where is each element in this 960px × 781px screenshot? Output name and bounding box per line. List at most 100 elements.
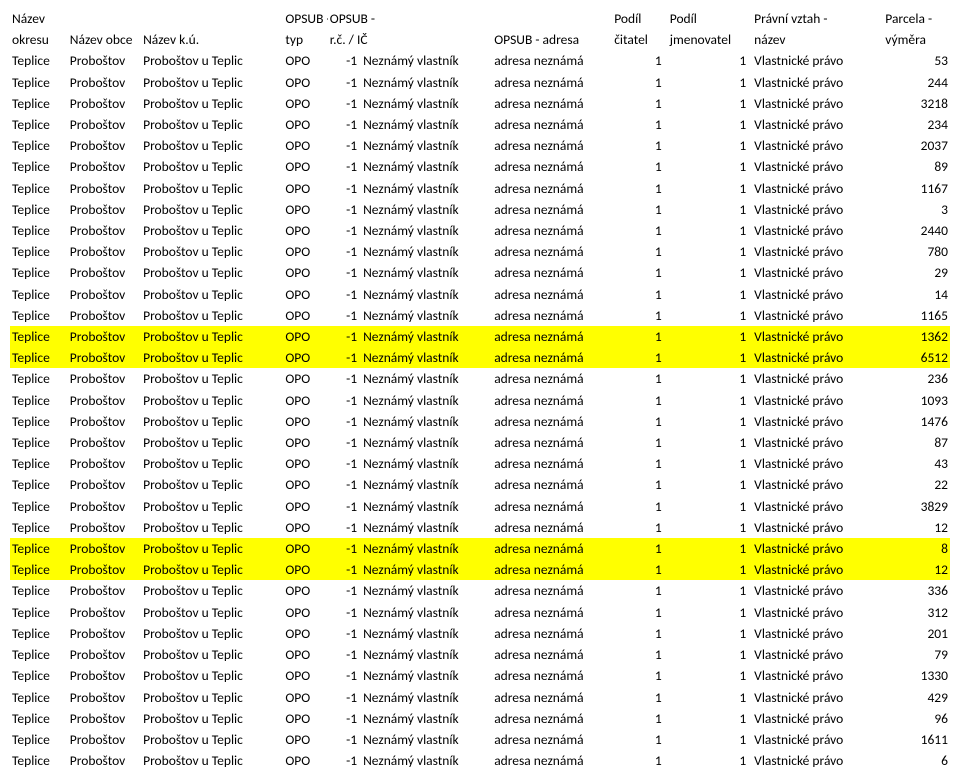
- cell-nazev: Neznámý vlastník: [361, 665, 492, 686]
- cell-nazev: Neznámý vlastník: [361, 72, 492, 93]
- cell-adresa: adresa neznámá: [492, 750, 612, 771]
- cell-jmenovatel: 1: [668, 50, 752, 71]
- cell-citatel: 1: [612, 326, 668, 347]
- hdr-cit-1: Podíl: [612, 8, 668, 29]
- cell-ku: Proboštov u Teplic: [141, 411, 283, 432]
- table-body: TepliceProboštovProboštov u TeplicOPO-1N…: [10, 50, 950, 771]
- cell-rc: -1: [328, 135, 361, 156]
- table-row: TepliceProboštovProboštov u TeplicOPO-1N…: [10, 347, 950, 368]
- hdr-ku-1: [141, 8, 283, 29]
- cell-vztah: Vlastnické právo: [752, 538, 883, 559]
- cell-rc: -1: [328, 93, 361, 114]
- hdr-vztah-1: Právní vztah -: [752, 8, 883, 29]
- cell-vztah: Vlastnické právo: [752, 93, 883, 114]
- table-row: TepliceProboštovProboštov u TeplicOPO-1N…: [10, 305, 950, 326]
- cell-vztah: Vlastnické právo: [752, 665, 883, 686]
- cell-ku: Proboštov u Teplic: [141, 326, 283, 347]
- cell-citatel: 1: [612, 750, 668, 771]
- cell-citatel: 1: [612, 517, 668, 538]
- cell-nazev: Neznámý vlastník: [361, 453, 492, 474]
- cell-jmenovatel: 1: [668, 390, 752, 411]
- cell-jmenovatel: 1: [668, 114, 752, 135]
- cell-rc: -1: [328, 432, 361, 453]
- cell-nazev: Neznámý vlastník: [361, 220, 492, 241]
- cell-vymera: 3218: [883, 93, 950, 114]
- cell-adresa: adresa neznámá: [492, 220, 612, 241]
- header-row-2: okresu Název obce Název k.ú. typ r.č. / …: [10, 29, 950, 50]
- cell-jmenovatel: 1: [668, 305, 752, 326]
- table-row: TepliceProboštovProboštov u TeplicOPO-1N…: [10, 72, 950, 93]
- cell-ku: Proboštov u Teplic: [141, 178, 283, 199]
- cell-adresa: adresa neznámá: [492, 496, 612, 517]
- cell-citatel: 1: [612, 411, 668, 432]
- cell-vztah: Vlastnické právo: [752, 284, 883, 305]
- cell-adresa: adresa neznámá: [492, 644, 612, 665]
- cell-typ: OPO: [283, 72, 327, 93]
- cell-nazev: Neznámý vlastník: [361, 199, 492, 220]
- cell-nazev: Neznámý vlastník: [361, 432, 492, 453]
- cell-ku: Proboštov u Teplic: [141, 432, 283, 453]
- cell-adresa: adresa neznámá: [492, 708, 612, 729]
- table-row: TepliceProboštovProboštov u TeplicOPO-1N…: [10, 326, 950, 347]
- table-row: TepliceProboštovProboštov u TeplicOPO-1N…: [10, 580, 950, 601]
- cell-jmenovatel: 1: [668, 220, 752, 241]
- cell-ku: Proboštov u Teplic: [141, 602, 283, 623]
- table-row: TepliceProboštovProboštov u TeplicOPO-1N…: [10, 199, 950, 220]
- hdr-adresa-1: [492, 8, 612, 29]
- cell-adresa: adresa neznámá: [492, 347, 612, 368]
- cell-okres: Teplice: [10, 199, 68, 220]
- cell-vymera: 79: [883, 644, 950, 665]
- cell-adresa: adresa neznámá: [492, 262, 612, 283]
- cell-typ: OPO: [283, 559, 327, 580]
- cell-okres: Teplice: [10, 390, 68, 411]
- table-row: TepliceProboštovProboštov u TeplicOPO-1N…: [10, 474, 950, 495]
- cell-vztah: Vlastnické právo: [752, 453, 883, 474]
- cell-typ: OPO: [283, 538, 327, 559]
- cell-ku: Proboštov u Teplic: [141, 750, 283, 771]
- cell-ku: Proboštov u Teplic: [141, 241, 283, 262]
- hdr-okres-2: okresu: [10, 29, 68, 50]
- cell-citatel: 1: [612, 50, 668, 71]
- cell-ku: Proboštov u Teplic: [141, 644, 283, 665]
- cell-adresa: adresa neznámá: [492, 517, 612, 538]
- cell-obec: Proboštov: [68, 114, 141, 135]
- hdr-vztah-2: název: [752, 29, 883, 50]
- cell-obec: Proboštov: [68, 326, 141, 347]
- cell-vztah: Vlastnické právo: [752, 602, 883, 623]
- table-row: TepliceProboštovProboštov u TeplicOPO-1N…: [10, 517, 950, 538]
- cell-citatel: 1: [612, 538, 668, 559]
- cell-okres: Teplice: [10, 262, 68, 283]
- cell-nazev: Neznámý vlastník: [361, 644, 492, 665]
- cell-okres: Teplice: [10, 602, 68, 623]
- cell-typ: OPO: [283, 93, 327, 114]
- cell-obec: Proboštov: [68, 750, 141, 771]
- cell-rc: -1: [328, 538, 361, 559]
- cell-okres: Teplice: [10, 687, 68, 708]
- cell-citatel: 1: [612, 284, 668, 305]
- cell-adresa: adresa neznámá: [492, 50, 612, 71]
- cell-citatel: 1: [612, 262, 668, 283]
- cell-jmenovatel: 1: [668, 156, 752, 177]
- cell-jmenovatel: 1: [668, 580, 752, 601]
- cell-vymera: 780: [883, 241, 950, 262]
- table-row: TepliceProboštovProboštov u TeplicOPO-1N…: [10, 411, 950, 432]
- cell-nazev: Neznámý vlastník: [361, 602, 492, 623]
- cell-vztah: Vlastnické právo: [752, 708, 883, 729]
- cell-citatel: 1: [612, 305, 668, 326]
- cell-okres: Teplice: [10, 178, 68, 199]
- cell-adresa: adresa neznámá: [492, 72, 612, 93]
- cell-ku: Proboštov u Teplic: [141, 368, 283, 389]
- cell-adresa: adresa neznámá: [492, 114, 612, 135]
- cell-jmenovatel: 1: [668, 135, 752, 156]
- cell-vymera: 22: [883, 474, 950, 495]
- cell-ku: Proboštov u Teplic: [141, 708, 283, 729]
- cell-obec: Proboštov: [68, 220, 141, 241]
- cell-jmenovatel: 1: [668, 474, 752, 495]
- cell-vymera: 234: [883, 114, 950, 135]
- hdr-vymera-2: výměra: [883, 29, 950, 50]
- cell-jmenovatel: 1: [668, 687, 752, 708]
- cell-nazev: Neznámý vlastník: [361, 50, 492, 71]
- cell-nazev: Neznámý vlastník: [361, 262, 492, 283]
- cell-adresa: adresa neznámá: [492, 326, 612, 347]
- cell-jmenovatel: 1: [668, 326, 752, 347]
